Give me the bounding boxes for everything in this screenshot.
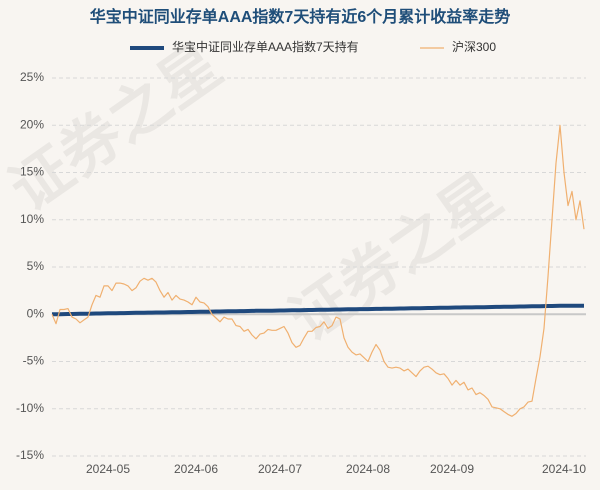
legend-label: 华宝中证同业存单AAA指数7天持有 [172,39,359,54]
chart-title: 华宝中证同业存单AAA指数7天持有近6个月累计收益率走势 [90,7,510,26]
x-tick-label: 2024-06 [174,462,218,476]
y-tick-label: 25% [20,70,44,84]
series-line [51,303,584,317]
series-line [51,124,585,417]
y-tick-label: 15% [20,165,44,179]
x-tick-label: 2024-08 [346,462,390,476]
x-tick-label: 2024-09 [430,462,474,476]
y-tick-label: -15% [16,448,44,462]
watermark: 证券之星 [278,161,513,354]
x-tick-label: 2024-05 [86,462,130,476]
y-tick-label: -5% [23,354,45,368]
y-tick-label: 5% [27,259,45,273]
x-tick-label: 2024-07 [258,462,302,476]
y-tick-label: 10% [20,212,44,226]
x-tick-label: 2024-10 [542,462,586,476]
y-tick-label: -10% [16,401,44,415]
y-tick-label: 20% [20,117,44,131]
legend-label: 沪深300 [452,40,496,54]
y-tick-label: 0% [27,306,45,320]
